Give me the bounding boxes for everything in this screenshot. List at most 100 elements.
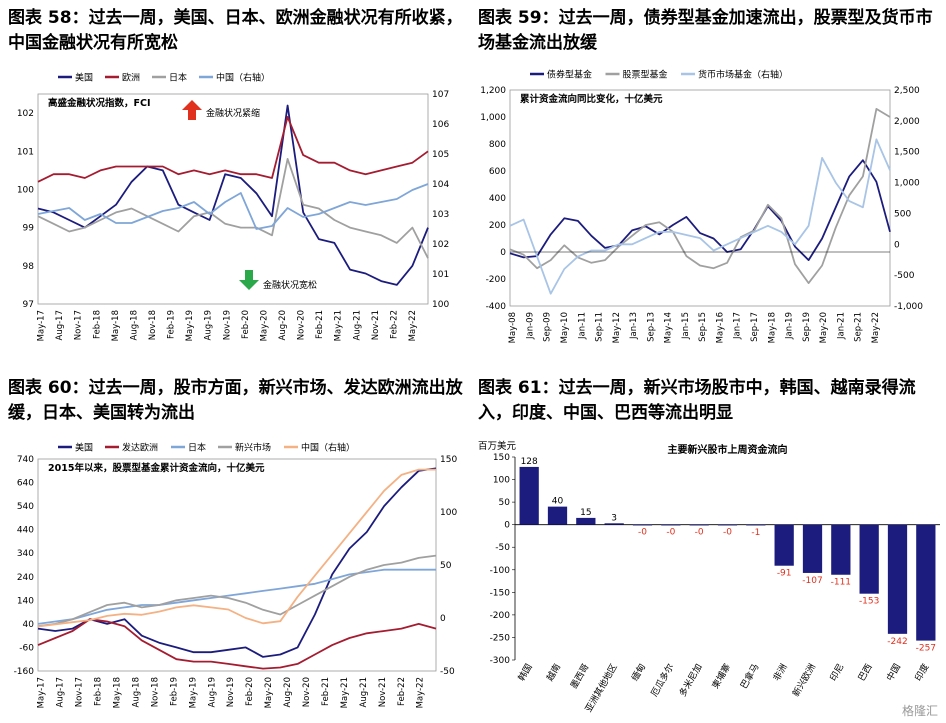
legend-label: 欧洲 (122, 72, 140, 84)
y-tick-label-right: 50 (440, 561, 452, 571)
em-bar-chart: 百万美元 主要新兴股市上周资金流向-300-250-200-150-100-500… (478, 440, 940, 714)
bar (661, 524, 681, 526)
y-tick-label-right: 500 (894, 209, 911, 219)
y-tick-label-right: 1,500 (894, 148, 920, 158)
y-tick-label-right: 150 (440, 455, 457, 465)
x-tick-label: Jan-13 (629, 312, 639, 340)
x-tick-label: May-20 (259, 310, 269, 341)
equity-flow-line-chart: 2015年以来，股票型基金累计资金流向，十亿美元 -160 -60 40 140 240 3… (14, 442, 458, 709)
x-tick-label: May-22 (416, 677, 426, 708)
y-tick-label-left: 1,200 (480, 86, 506, 96)
y-tick-label: 50 (499, 498, 511, 508)
y-tick-label-right: 2,000 (894, 117, 920, 127)
x-tick-label: Aug-17 (56, 677, 66, 707)
panel-title: 图表 60：过去一周，股市方面，新兴市场、发达欧洲流出放缓，日本、美国转为流出 (8, 378, 463, 423)
y-tick-label-right: -1,000 (894, 302, 923, 312)
chart-title: 主要新兴股市上周资金流向 (668, 443, 788, 456)
y-tick-label-left: 200 (489, 221, 506, 231)
y-tick-label-left: 98 (23, 262, 35, 272)
fci-line-chart: 高盛金融状况指数，FCI 97 98 99 100 101 102 100 101 102 103 1… (17, 72, 450, 342)
x-tick-label: May-18 (112, 677, 122, 708)
bar (887, 524, 908, 634)
x-tick-label: Jan-17 (733, 312, 743, 340)
y-tick-label-left: -200 (486, 275, 507, 285)
series-line (37, 468, 436, 628)
y-tick-label: 100 (493, 476, 510, 486)
x-tick-label: Aug-19 (207, 677, 217, 707)
data-label: -0 (695, 528, 704, 538)
y-tick-label: -150 (490, 588, 511, 598)
data-label: 3 (611, 513, 617, 523)
y-tick-label: -50 (495, 543, 510, 553)
y-tick-label-left: 340 (17, 549, 34, 559)
x-tick-label: Sep-15 (698, 312, 708, 342)
plot-frame (37, 458, 437, 672)
y-tick-label-right: -50 (440, 667, 455, 677)
x-tick-label: Jan-09 (525, 312, 535, 340)
x-tick-label: Sep-09 (543, 312, 553, 342)
x-tick-label: Nov-19 (222, 310, 232, 340)
x-tick-label: Nov-21 (371, 310, 381, 340)
y-tick-label-left: 101 (17, 147, 34, 157)
data-label: -153 (859, 597, 879, 607)
arrow-down-icon (239, 270, 259, 290)
plot-frame (37, 93, 429, 305)
series-line (509, 159, 891, 262)
x-tick-label: 柬埔寨 (709, 662, 733, 691)
y-tick-label-left: 99 (23, 224, 35, 234)
y-tick-label-left: 240 (17, 573, 34, 583)
x-tick-label: Feb-20 (245, 677, 255, 706)
y-tick-label-left: 400 (489, 194, 506, 204)
y-tick-label: -250 (490, 633, 511, 643)
plot-frame (509, 89, 891, 307)
x-tick-label: Aug-17 (55, 310, 65, 340)
x-tick-label: May-12 (612, 312, 622, 343)
x-tick-label: 非洲 (770, 662, 789, 684)
x-tick-label: Aug-20 (283, 677, 293, 707)
x-tick-label: 多米尼加 (676, 662, 704, 699)
y-tick-label-right: 2,500 (894, 86, 920, 96)
series-line (37, 116, 429, 183)
x-tick-label: May-21 (340, 677, 350, 708)
x-tick-label: 厄瓜多尔 (648, 662, 676, 699)
data-label: 128 (521, 457, 538, 467)
x-tick-label: May-17 (37, 310, 47, 341)
x-tick-label: Aug-20 (278, 310, 288, 340)
x-tick-label: Feb-22 (397, 677, 407, 706)
bar (746, 524, 766, 526)
data-label: -107 (802, 576, 822, 586)
y-tick-label-left: -60 (19, 643, 34, 653)
panel-fci: 图表 58：过去一周，美国、日本、欧洲金融状况有所收紧，中国金融状况有所宽松 高… (0, 0, 470, 350)
y-tick-label: -300 (490, 656, 511, 666)
bar (774, 524, 794, 566)
y-tick-label-left: 100 (17, 185, 34, 195)
annotation-label: 金融状况紧缩 (206, 107, 260, 119)
y-tick-label-left: 1,000 (480, 113, 506, 123)
y-tick-label-right: 105 (432, 150, 449, 160)
x-tick-label: May-14 (664, 312, 674, 343)
data-label: -257 (916, 644, 936, 654)
legend-label: 新兴市场 (235, 442, 271, 454)
bar (604, 523, 624, 525)
x-tick-label: Sep-13 (646, 312, 656, 342)
series-line (37, 183, 429, 230)
bar (519, 466, 539, 525)
y-tick-label-left: -400 (486, 302, 507, 312)
y-axis-label: 百万美元 (478, 440, 517, 452)
x-tick-label: Aug-19 (204, 310, 214, 340)
legend-label: 货币市场基金（右轴） (698, 69, 788, 81)
data-label: 40 (552, 497, 564, 507)
bar (632, 524, 653, 526)
x-tick-label: Feb-22 (389, 310, 399, 339)
x-tick-label: Feb-20 (241, 310, 251, 339)
y-tick-label-left: 540 (17, 502, 34, 512)
x-tick-label: Aug-18 (131, 677, 141, 707)
bar (859, 524, 879, 594)
x-tick-label: Feb-21 (321, 677, 331, 706)
brand-logo: 格隆汇 (901, 704, 938, 718)
y-tick-label-right: 100 (432, 300, 449, 310)
data-label: -242 (887, 637, 907, 647)
x-tick-label: 韩国 (515, 662, 534, 684)
x-tick-label: May-22 (871, 312, 881, 343)
y-tick-label-left: 102 (17, 109, 34, 119)
